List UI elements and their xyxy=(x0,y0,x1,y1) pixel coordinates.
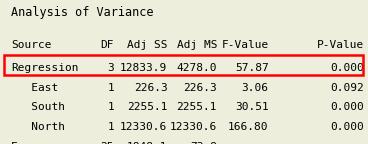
Text: 57.87: 57.87 xyxy=(235,63,269,73)
Text: 30.51: 30.51 xyxy=(235,102,269,112)
Text: 25: 25 xyxy=(100,142,114,144)
Text: 1: 1 xyxy=(107,122,114,132)
Text: 1848.1: 1848.1 xyxy=(127,142,167,144)
Text: South: South xyxy=(11,102,65,112)
Text: 0.092: 0.092 xyxy=(330,83,364,92)
Text: DF: DF xyxy=(100,40,114,50)
Text: Regression: Regression xyxy=(11,63,78,73)
Text: Adj MS: Adj MS xyxy=(177,40,217,50)
Text: East: East xyxy=(11,83,58,92)
Text: Error: Error xyxy=(11,142,45,144)
Text: 3: 3 xyxy=(107,63,114,73)
Text: F-Value: F-Value xyxy=(222,40,269,50)
Text: 12330.6: 12330.6 xyxy=(170,122,217,132)
Text: 0.000: 0.000 xyxy=(330,63,364,73)
Text: 0.000: 0.000 xyxy=(330,122,364,132)
Text: 4278.0: 4278.0 xyxy=(177,63,217,73)
Text: 0.000: 0.000 xyxy=(330,102,364,112)
Text: 2255.1: 2255.1 xyxy=(177,102,217,112)
Text: Adj SS: Adj SS xyxy=(127,40,167,50)
Text: 1: 1 xyxy=(107,102,114,112)
Text: Source: Source xyxy=(11,40,52,50)
Text: 1: 1 xyxy=(107,83,114,92)
Text: 12330.6: 12330.6 xyxy=(120,122,167,132)
Text: North: North xyxy=(11,122,65,132)
Text: 12833.9: 12833.9 xyxy=(120,63,167,73)
Text: 226.3: 226.3 xyxy=(134,83,167,92)
Text: 2255.1: 2255.1 xyxy=(127,102,167,112)
Text: 73.9: 73.9 xyxy=(190,142,217,144)
Text: Analysis of Variance: Analysis of Variance xyxy=(11,6,153,19)
Text: P-Value: P-Value xyxy=(317,40,364,50)
Text: 3.06: 3.06 xyxy=(242,83,269,92)
Text: 226.3: 226.3 xyxy=(183,83,217,92)
Text: 166.80: 166.80 xyxy=(228,122,269,132)
